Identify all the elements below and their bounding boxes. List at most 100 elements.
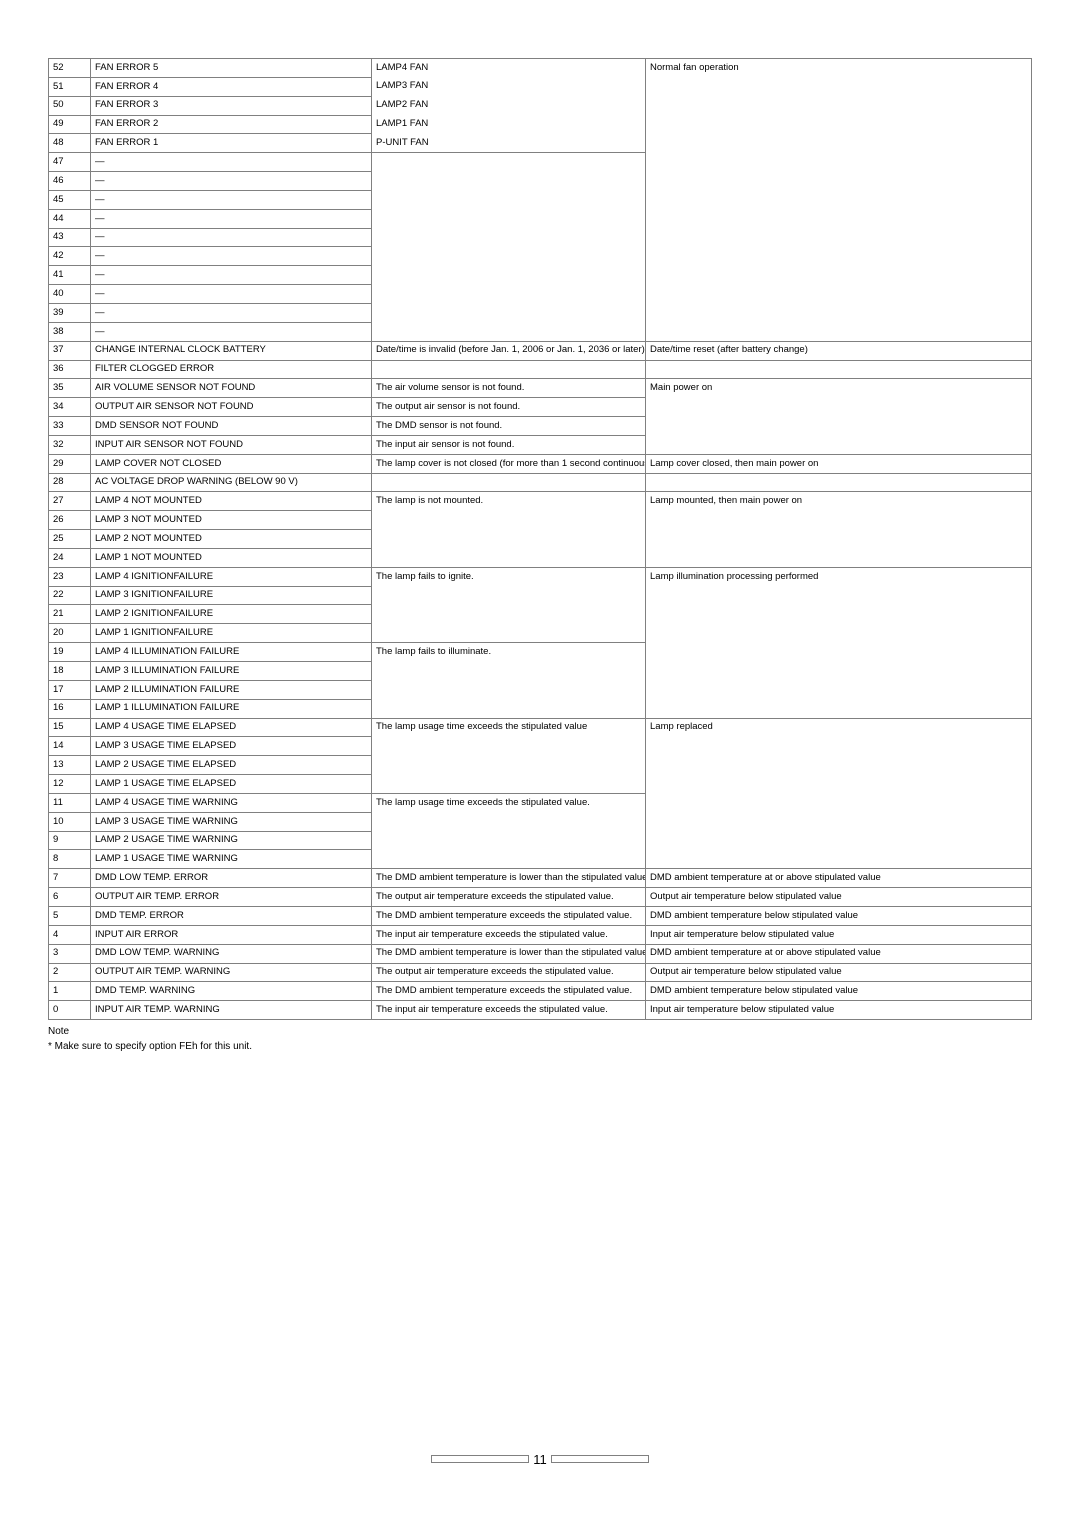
name-cell: DMD LOW TEMP. WARNING: [91, 944, 372, 963]
code-cell: 8: [49, 850, 91, 869]
clear-cell: [646, 303, 1032, 322]
clear-cell: Lamp cover closed, then main power on: [646, 454, 1032, 473]
clear-cell: Output air temperature below stipulated …: [646, 888, 1032, 907]
code-cell: 20: [49, 624, 91, 643]
table-row: 42—: [49, 247, 1032, 266]
table-row: 19LAMP 4 ILLUMINATION FAILUREThe lamp fa…: [49, 643, 1032, 662]
clear-cell: Lamp replaced: [646, 718, 1032, 737]
clear-cell: [646, 190, 1032, 209]
clear-cell: Output air temperature below stipulated …: [646, 963, 1032, 982]
name-cell: FAN ERROR 2: [91, 115, 372, 134]
page-number: 11: [529, 1452, 551, 1467]
desc-cell: The DMD ambient temperature exceeds the …: [372, 982, 646, 1001]
code-cell: 27: [49, 492, 91, 511]
name-cell: DMD SENSOR NOT FOUND: [91, 417, 372, 436]
clear-cell: Lamp illumination processing performed: [646, 567, 1032, 586]
table-row: 36FILTER CLOGGED ERROR: [49, 360, 1032, 379]
clear-cell: Date/time reset (after battery change): [646, 341, 1032, 360]
name-cell: AC VOLTAGE DROP WARNING (BELOW 90 V): [91, 473, 372, 492]
name-cell: DMD LOW TEMP. ERROR: [91, 869, 372, 888]
code-cell: 7: [49, 869, 91, 888]
desc-cell: Date/time is invalid (before Jan. 1, 200…: [372, 341, 646, 360]
name-cell: LAMP 4 ILLUMINATION FAILURE: [91, 643, 372, 662]
table-row: 50FAN ERROR 3LAMP2 FAN: [49, 96, 1032, 115]
desc-cell: [372, 322, 646, 341]
name-cell: LAMP 4 IGNITIONFAILURE: [91, 567, 372, 586]
desc-cell: [372, 285, 646, 304]
name-cell: LAMP 3 NOT MOUNTED: [91, 511, 372, 530]
code-cell: 50: [49, 96, 91, 115]
clear-cell: DMD ambient temperature at or above stip…: [646, 944, 1032, 963]
name-cell: OUTPUT AIR TEMP. ERROR: [91, 888, 372, 907]
code-cell: 24: [49, 548, 91, 567]
code-cell: 38: [49, 322, 91, 341]
name-cell: FAN ERROR 4: [91, 77, 372, 96]
table-row: 13LAMP 2 USAGE TIME ELAPSED: [49, 756, 1032, 775]
clear-cell: Input air temperature below stipulated v…: [646, 925, 1032, 944]
name-cell: LAMP 1 USAGE TIME WARNING: [91, 850, 372, 869]
code-cell: 2: [49, 963, 91, 982]
code-cell: 39: [49, 303, 91, 322]
name-cell: CHANGE INTERNAL CLOCK BATTERY: [91, 341, 372, 360]
clear-cell: DMD ambient temperature at or above stip…: [646, 869, 1032, 888]
desc-cell: [372, 172, 646, 191]
code-cell: 45: [49, 190, 91, 209]
table-row: 8LAMP 1 USAGE TIME WARNING: [49, 850, 1032, 869]
name-cell: AIR VOLUME SENSOR NOT FOUND: [91, 379, 372, 398]
clear-cell: [646, 417, 1032, 436]
clear-cell: [646, 662, 1032, 681]
name-cell: FILTER CLOGGED ERROR: [91, 360, 372, 379]
table-row: 45—: [49, 190, 1032, 209]
clear-cell: [646, 322, 1032, 341]
desc-cell: The input air temperature exceeds the st…: [372, 1001, 646, 1020]
desc-cell: The input air temperature exceeds the st…: [372, 925, 646, 944]
name-cell: LAMP 4 USAGE TIME WARNING: [91, 793, 372, 812]
desc-cell: LAMP2 FAN: [372, 96, 646, 115]
clear-cell: [646, 77, 1032, 96]
code-cell: 41: [49, 266, 91, 285]
code-cell: 35: [49, 379, 91, 398]
table-row: 37CHANGE INTERNAL CLOCK BATTERYDate/time…: [49, 341, 1032, 360]
code-cell: 13: [49, 756, 91, 775]
note-heading: Note: [48, 1026, 1032, 1037]
clear-cell: [646, 643, 1032, 662]
clear-cell: [646, 247, 1032, 266]
code-cell: 17: [49, 680, 91, 699]
table-row: 27LAMP 4 NOT MOUNTEDThe lamp is not moun…: [49, 492, 1032, 511]
table-row: 22LAMP 3 IGNITIONFAILURE: [49, 586, 1032, 605]
table-row: 44—: [49, 209, 1032, 228]
table-row: 49FAN ERROR 2LAMP1 FAN: [49, 115, 1032, 134]
name-cell: LAMP 3 USAGE TIME ELAPSED: [91, 737, 372, 756]
clear-cell: [646, 228, 1032, 247]
code-cell: 1: [49, 982, 91, 1001]
desc-cell: [372, 624, 646, 643]
desc-cell: [372, 360, 646, 379]
desc-cell: [372, 548, 646, 567]
code-cell: 21: [49, 605, 91, 624]
code-cell: 18: [49, 662, 91, 681]
clear-cell: [646, 266, 1032, 285]
name-cell: LAMP 2 ILLUMINATION FAILURE: [91, 680, 372, 699]
code-cell: 37: [49, 341, 91, 360]
table-row: 24LAMP 1 NOT MOUNTED: [49, 548, 1032, 567]
name-cell: LAMP 3 USAGE TIME WARNING: [91, 812, 372, 831]
code-cell: 25: [49, 530, 91, 549]
name-cell: —: [91, 247, 372, 266]
clear-cell: Normal fan operation: [646, 59, 1032, 78]
clear-cell: [646, 285, 1032, 304]
clear-cell: [646, 530, 1032, 549]
table-row: 11LAMP 4 USAGE TIME WARNINGThe lamp usag…: [49, 793, 1032, 812]
clear-cell: [646, 360, 1032, 379]
clear-cell: [646, 775, 1032, 794]
clear-cell: [646, 511, 1032, 530]
desc-cell: The output air temperature exceeds the s…: [372, 963, 646, 982]
table-row: 47—: [49, 153, 1032, 172]
desc-cell: The output air sensor is not found.: [372, 398, 646, 417]
code-cell: 52: [49, 59, 91, 78]
clear-cell: DMD ambient temperature below stipulated…: [646, 906, 1032, 925]
table-row: 48FAN ERROR 1P-UNIT FAN: [49, 134, 1032, 153]
table-row: 43—: [49, 228, 1032, 247]
code-cell: 29: [49, 454, 91, 473]
table-row: 29LAMP COVER NOT CLOSEDThe lamp cover is…: [49, 454, 1032, 473]
clear-cell: [646, 624, 1032, 643]
